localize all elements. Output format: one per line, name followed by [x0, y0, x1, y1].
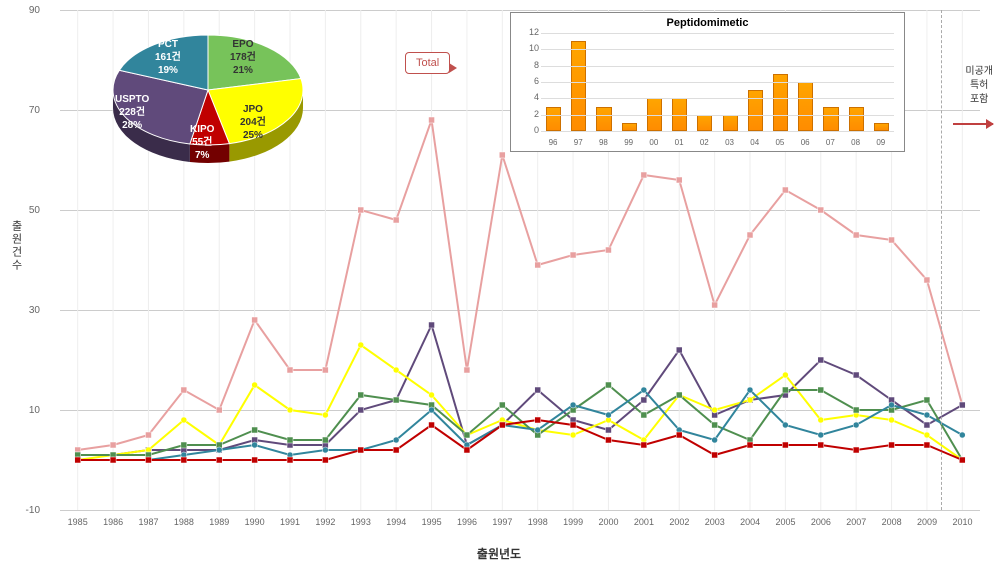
x-tick: 2006: [803, 517, 838, 527]
x-tick: 1997: [485, 517, 520, 527]
inset-x-tick: 99: [624, 138, 633, 147]
x-tick: 1988: [166, 517, 201, 527]
x-tick: 2000: [591, 517, 626, 527]
inset-y-tick: 0: [534, 125, 539, 135]
inset-y-tick: 10: [529, 43, 539, 53]
inset-bar: [849, 107, 864, 132]
inset-x-tick: 97: [574, 138, 583, 147]
inset-y-tick: 6: [534, 76, 539, 86]
x-tick: 2001: [626, 517, 661, 527]
inset-x-tick: 09: [876, 138, 885, 147]
y-tick: 30: [20, 305, 40, 316]
inset-x-tick: 07: [826, 138, 835, 147]
inset-x-tick: 08: [851, 138, 860, 147]
x-tick: 1991: [272, 517, 307, 527]
inset-x-tick: 01: [675, 138, 684, 147]
x-tick: 2009: [909, 517, 944, 527]
x-tick: 2003: [697, 517, 732, 527]
x-tick: 2002: [662, 517, 697, 527]
y-tick: 90: [20, 5, 40, 16]
inset-bar: [571, 41, 586, 131]
inset-y-tick: 12: [529, 27, 539, 37]
x-tick: 2007: [839, 517, 874, 527]
x-tick: 2004: [732, 517, 767, 527]
total-callout: Total: [405, 52, 450, 74]
inset-x-tick: 02: [700, 138, 709, 147]
y-tick: -10: [20, 505, 40, 516]
inset-x-tick: 06: [801, 138, 810, 147]
inset-bar: [546, 107, 561, 132]
pie-label-kipo: KIPO55건7%: [190, 123, 214, 162]
inset-x-tick: 96: [549, 138, 558, 147]
y-tick: 10: [20, 405, 40, 416]
inset-bar: [823, 107, 838, 132]
x-tick: 1990: [237, 517, 272, 527]
x-tick: 1986: [95, 517, 130, 527]
inset-bar: [798, 82, 813, 131]
x-tick: 1994: [379, 517, 414, 527]
x-tick: 2008: [874, 517, 909, 527]
x-tick: 1993: [343, 517, 378, 527]
pie-label-jpo: JPO204건25%: [240, 103, 266, 142]
x-tick: 1985: [60, 517, 95, 527]
inset-x-tick: 00: [649, 138, 658, 147]
inset-x-tick: 05: [775, 138, 784, 147]
inset-x-tick: 04: [750, 138, 759, 147]
inset-bar: [622, 123, 637, 131]
x-tick: 1992: [308, 517, 343, 527]
inset-bar: [748, 90, 763, 131]
x-tick: 1998: [520, 517, 555, 527]
inset-bar-chart: Peptidomimetic 0246810129697989900010203…: [510, 12, 905, 152]
inset-x-tick: 03: [725, 138, 734, 147]
inset-y-tick: 2: [534, 109, 539, 119]
y-tick: 50: [20, 205, 40, 216]
pie-label-pct: PCT161건19%: [155, 38, 181, 77]
x-tick: 1996: [449, 517, 484, 527]
inset-bar: [596, 107, 611, 132]
x-tick: 2005: [768, 517, 803, 527]
x-tick: 1987: [131, 517, 166, 527]
arrow-icon: [953, 123, 993, 125]
y-axis-label: 출원건수: [8, 220, 24, 272]
y-tick: 70: [20, 105, 40, 116]
inset-bar: [697, 115, 712, 131]
inset-title: Peptidomimetic: [667, 17, 749, 29]
pie-label-epo: EPO178건21%: [230, 38, 256, 77]
pie-chart: EPO178건21% JPO204건25% KIPO55건7% USPTO228…: [90, 18, 330, 173]
inset-y-tick: 4: [534, 92, 539, 102]
inset-bar: [874, 123, 889, 131]
pie-label-uspto: USPTO228건28%: [115, 93, 149, 132]
x-tick: 1989: [202, 517, 237, 527]
x-tick: 1999: [555, 517, 590, 527]
inset-x-tick: 98: [599, 138, 608, 147]
unpublished-divider: [941, 10, 942, 510]
inset-bar: [723, 115, 738, 131]
x-axis-label: 출원년도: [477, 545, 521, 562]
x-axis: 1985198619871988198919901991199219931994…: [60, 517, 980, 527]
unpublished-note: 미공개 특허 포함: [965, 65, 993, 107]
x-tick: 2010: [945, 517, 980, 527]
inset-y-tick: 8: [534, 60, 539, 70]
x-tick: 1995: [414, 517, 449, 527]
